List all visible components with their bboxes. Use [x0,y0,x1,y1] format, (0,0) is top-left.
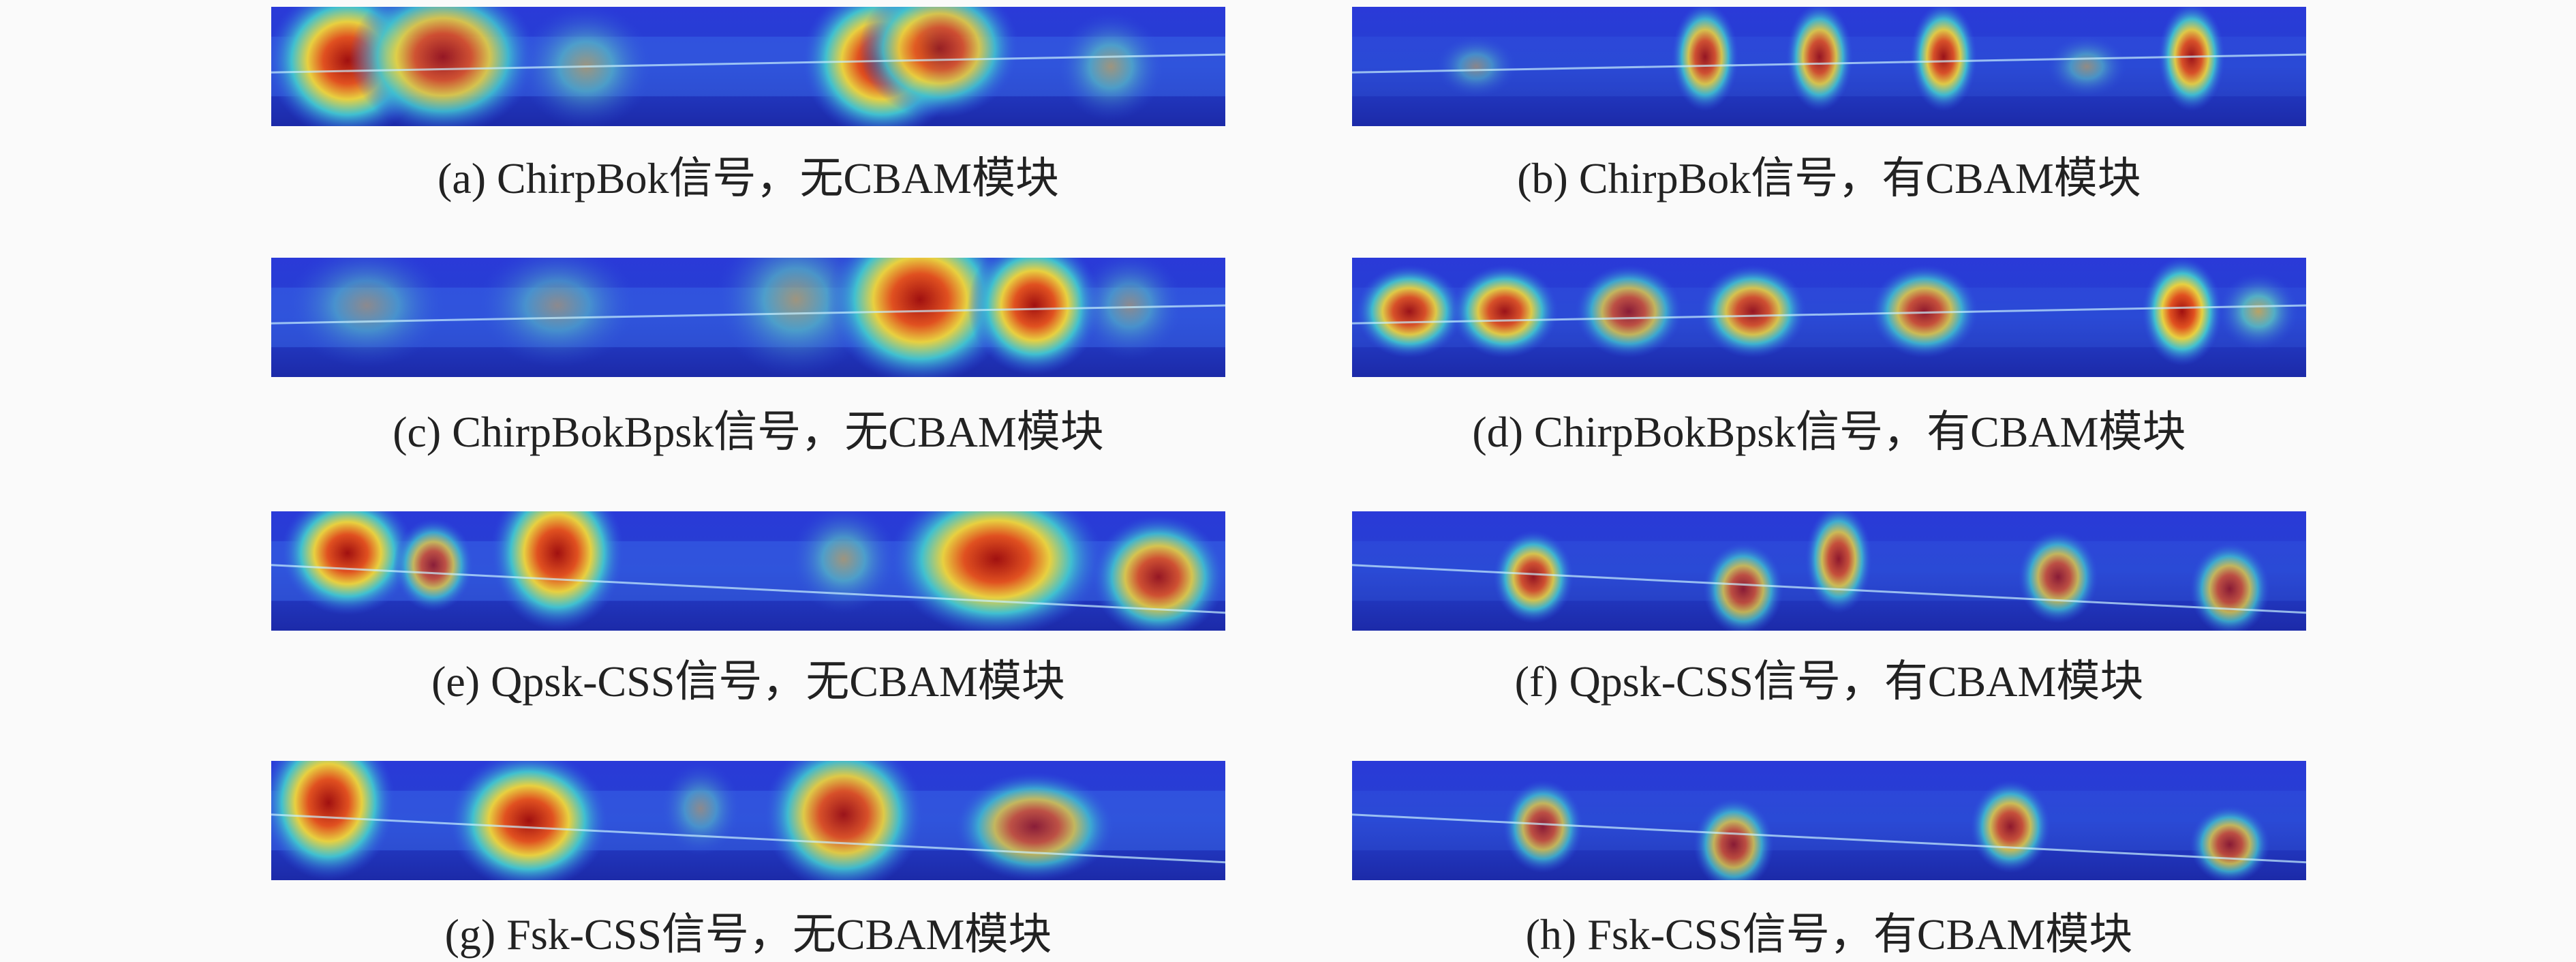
heatmap [271,761,1225,880]
activation-blob [1451,265,1559,358]
activation-blob [1057,12,1165,121]
activation-blob [349,7,537,126]
activation-blob [826,258,1014,377]
activation-blob [1699,265,1807,358]
activation-blob [1693,798,1774,880]
activation-blob [1436,35,1516,97]
chirp-trace [1352,813,2306,864]
caption: (g) Fsk-CSS信号，无CBAM模块 [444,910,1052,959]
caption: (d) ChirpBokBpsk信号，有CBAM模块 [1472,408,2186,456]
activation-blob [1493,530,1574,624]
activation-blob [2046,35,2127,97]
chirp-trace [271,304,1225,325]
caption: (a) ChirpBok信号，无CBAM模块 [438,154,1059,202]
activation-blob [1355,265,1463,358]
chirp-trace [1352,304,2306,325]
activation-blob [281,511,414,616]
activation-blob [1575,265,1683,358]
activation-blob [1910,7,1977,112]
activation-blob [889,511,1103,631]
activation-blob [1871,265,1978,358]
heatmap [1352,761,2306,880]
activation-blob [1503,780,1583,873]
heatmap-panel [1352,7,2306,126]
activation-blob [790,511,898,614]
activation-blob [2190,805,2270,880]
caption: (f) Qpsk-CSS信号，有CBAM模块 [1514,657,2144,706]
heatmap-panel [271,511,1225,631]
activation-blob [2218,272,2299,350]
heatmap-panel [1352,511,2306,631]
activation-blob [2142,258,2222,366]
activation-blob [491,511,624,631]
caption: (h) Fsk-CSS信号，有CBAM模块 [1525,910,2133,959]
heatmap-panel [1352,761,2306,880]
heatmap [1352,258,2306,377]
heatmap [1352,511,2306,631]
activation-blob [1970,780,2051,873]
activation-blob [1786,7,1853,112]
activation-blob [954,772,1115,880]
heatmap-panel [1352,258,2306,377]
heatmap-panel [271,258,1225,377]
activation-blob [1703,542,1783,631]
activation-blob [859,7,1019,119]
activation-blob [1672,7,1738,112]
heatmap [271,511,1225,631]
activation-blob [271,761,395,880]
chirp-trace [1352,53,2306,74]
heatmap-panel [271,7,1225,126]
activation-blob [2018,530,2098,624]
chirp-trace [271,813,1225,864]
chirp-trace [271,53,1225,74]
chirp-trace [271,564,1225,614]
chirp-trace [1352,564,2306,614]
heatmap [1352,7,2306,126]
activation-blob [286,258,447,367]
activation-blob [1076,258,1184,360]
heatmap [271,258,1225,377]
caption: (c) ChirpBokBpsk信号，无CBAM模块 [393,408,1104,456]
activation-blob [660,762,741,856]
activation-blob [477,258,638,367]
activation-blob [968,258,1101,376]
activation-blob [2158,7,2225,112]
caption: (b) ChirpBok信号，有CBAM模块 [1517,154,2141,202]
activation-blob [448,761,609,880]
heatmap [271,7,1225,126]
activation-blob [1092,515,1225,631]
activation-blob [763,761,924,880]
activation-blob [393,518,474,612]
heatmap-panel [271,761,1225,880]
caption: (e) Qpsk-CSS信号，无CBAM模块 [431,657,1065,706]
